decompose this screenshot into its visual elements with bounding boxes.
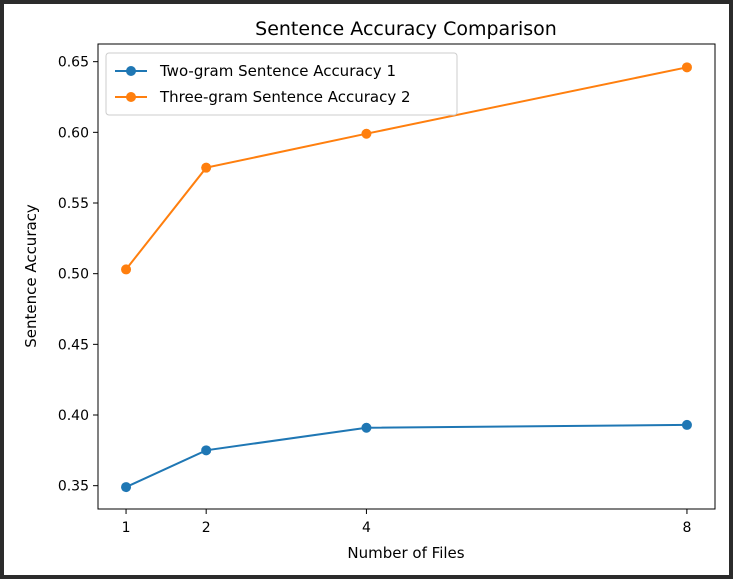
x-tick-label: 4	[362, 520, 371, 536]
x-axis: 1 2 4 8	[122, 509, 691, 536]
y-tick-label: 0.45	[58, 337, 89, 353]
plot-area	[97, 43, 716, 510]
chart-title: Sentence Accuracy Comparison	[255, 18, 557, 40]
legend-box	[105, 52, 458, 116]
data-point-series-2	[201, 162, 212, 173]
x-tick-label: 2	[202, 520, 211, 536]
y-axis: 0.35 0.40 0.45 0.50 0.55 0.60 0.65	[58, 55, 98, 495]
y-tick-label: 0.50	[58, 267, 89, 283]
legend-label-1: Two-gram Sentence Accuracy 1	[159, 62, 396, 80]
y-tick-label: 0.60	[58, 125, 89, 141]
y-axis-label: Sentence Accuracy	[22, 204, 40, 348]
y-tick-label: 0.35	[58, 479, 89, 495]
axes-frame	[97, 43, 716, 510]
legend: Two-gram Sentence Accuracy 1 Three-gram S…	[105, 52, 458, 116]
legend-marker-2	[126, 92, 136, 102]
legend-label-2: Three-gram Sentence Accuracy 2	[159, 88, 411, 106]
x-axis-label: Number of Files	[347, 544, 464, 562]
y-tick-label: 0.65	[58, 55, 89, 71]
series-line-1	[125, 423, 688, 489]
y-tick-label: 0.40	[58, 408, 89, 424]
x-tick-label: 8	[682, 520, 691, 536]
data-point-series-1	[121, 482, 132, 493]
data-point-series-2	[121, 264, 132, 275]
series-layer	[121, 62, 692, 493]
data-point-series-1	[201, 445, 212, 456]
legend-marker-1	[126, 66, 136, 76]
series-line-2	[125, 66, 688, 271]
data-point-series-1	[681, 419, 692, 430]
data-point-series-1	[361, 422, 372, 433]
x-tick-label: 1	[122, 520, 131, 536]
data-point-series-2	[361, 128, 372, 139]
data-point-series-2	[681, 62, 692, 73]
y-tick-label: 0.55	[58, 196, 89, 212]
